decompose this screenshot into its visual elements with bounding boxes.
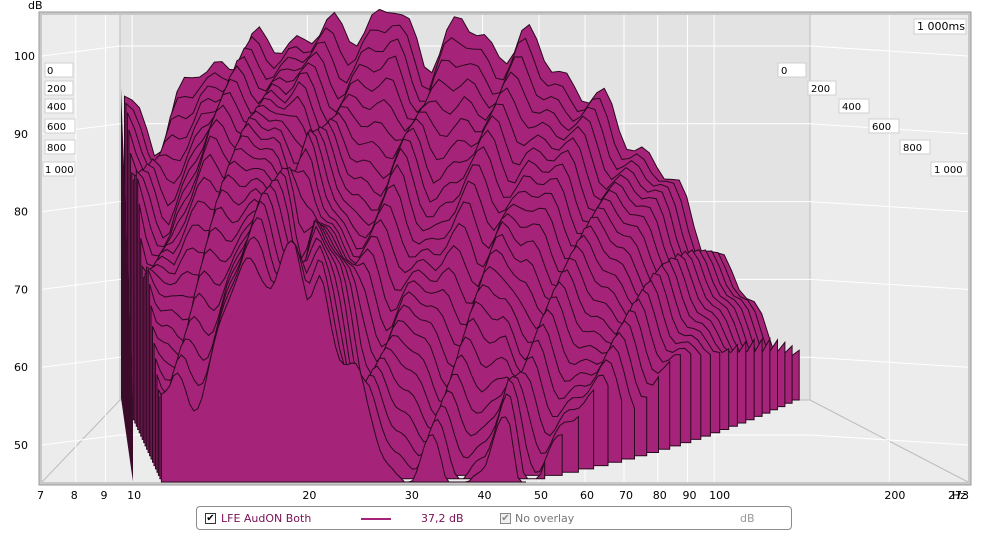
legend-panel: ✔ LFE AudON Both 37,2 dB ✔ No overlay dB [196,506,792,530]
time-box-right-5 [930,161,968,177]
frame-edge-3 [41,399,121,483]
y-tick-60: 60 [14,361,28,374]
time-label-left-3: 600 [47,122,66,133]
time-label-right-1: 200 [811,84,830,95]
time-label-right-3: 600 [872,122,891,133]
x-tick-70: 70 [619,489,633,502]
x-tick-80: 80 [653,489,667,502]
slice-25 [160,240,526,483]
grid-left-100 [41,45,121,57]
series-checkbox[interactable]: ✔ [205,513,216,524]
x-tick-90: 90 [683,489,697,502]
x-tick-30: 30 [405,489,419,502]
time-label-right-4: 800 [903,143,922,154]
time-box-right-4 [899,139,931,155]
time-label-right-5: 1 000 [934,165,963,176]
y-tick-80: 80 [14,206,28,219]
series-value: 37,2 dB [421,512,464,525]
series-name[interactable]: LFE AudON Both [221,512,312,525]
time-box-right-2 [838,98,870,114]
grid-left-50 [41,434,121,446]
time-box-right-3 [868,118,900,134]
time-label-left-1: 200 [47,84,66,95]
time-corner-box [913,18,967,35]
axis-ticks: 100 90 80 70 60 50 7 8 9 10 20 30 40 50 60 70 80 90 100 200… [14,18,969,502]
surface-side [121,88,133,482]
time-box-left-1 [44,80,74,96]
x-tick-7: 7 [37,489,44,502]
time-label-right-0: 0 [781,66,787,77]
time-label-right-2: 400 [842,102,861,113]
time-label-left-0: 0 [47,66,53,77]
time-box-left-5 [42,161,76,177]
overlay-label[interactable]: No overlay [515,512,575,525]
x-tick-8: 8 [71,489,78,502]
x-axis-unit-label: Hz [952,489,966,502]
grid-left-80 [41,201,121,213]
x-tick-40: 40 [478,489,492,502]
time-box-left-2 [44,98,74,114]
time-label-left-4: 800 [47,143,66,154]
time-corner-label: 1 000ms [917,20,965,33]
time-label-left-5: 1 000 [45,165,74,176]
unit-label: dB [740,512,755,525]
y-tick-100: 100 [14,50,35,63]
series-line-swatch [361,518,391,520]
time-box-left-4 [44,139,76,155]
y-tick-90: 90 [14,128,28,141]
waterfall-surface [121,8,800,483]
overlay-checkbox[interactable]: ✔ [500,513,511,524]
grid-left-60 [41,356,121,368]
time-box-right-0 [777,62,807,78]
y-tick-70: 70 [14,283,28,296]
grid-left-70 [41,278,121,290]
time-label-left-2: 400 [47,102,66,113]
x-tick-273: 273 [948,489,969,502]
x-tick-10: 10 [127,489,141,502]
time-box-right-1 [807,80,837,96]
x-tick-100: 100 [709,489,730,502]
time-box-left-3 [44,118,76,134]
y-tick-50: 50 [14,439,28,452]
x-tick-60: 60 [580,489,594,502]
x-tick-20: 20 [302,489,316,502]
y-axis-label: dB [28,0,43,12]
time-box-left-0 [44,62,74,78]
x-tick-200: 200 [884,489,905,502]
x-tick-9: 9 [101,489,108,502]
x-tick-50: 50 [534,489,548,502]
